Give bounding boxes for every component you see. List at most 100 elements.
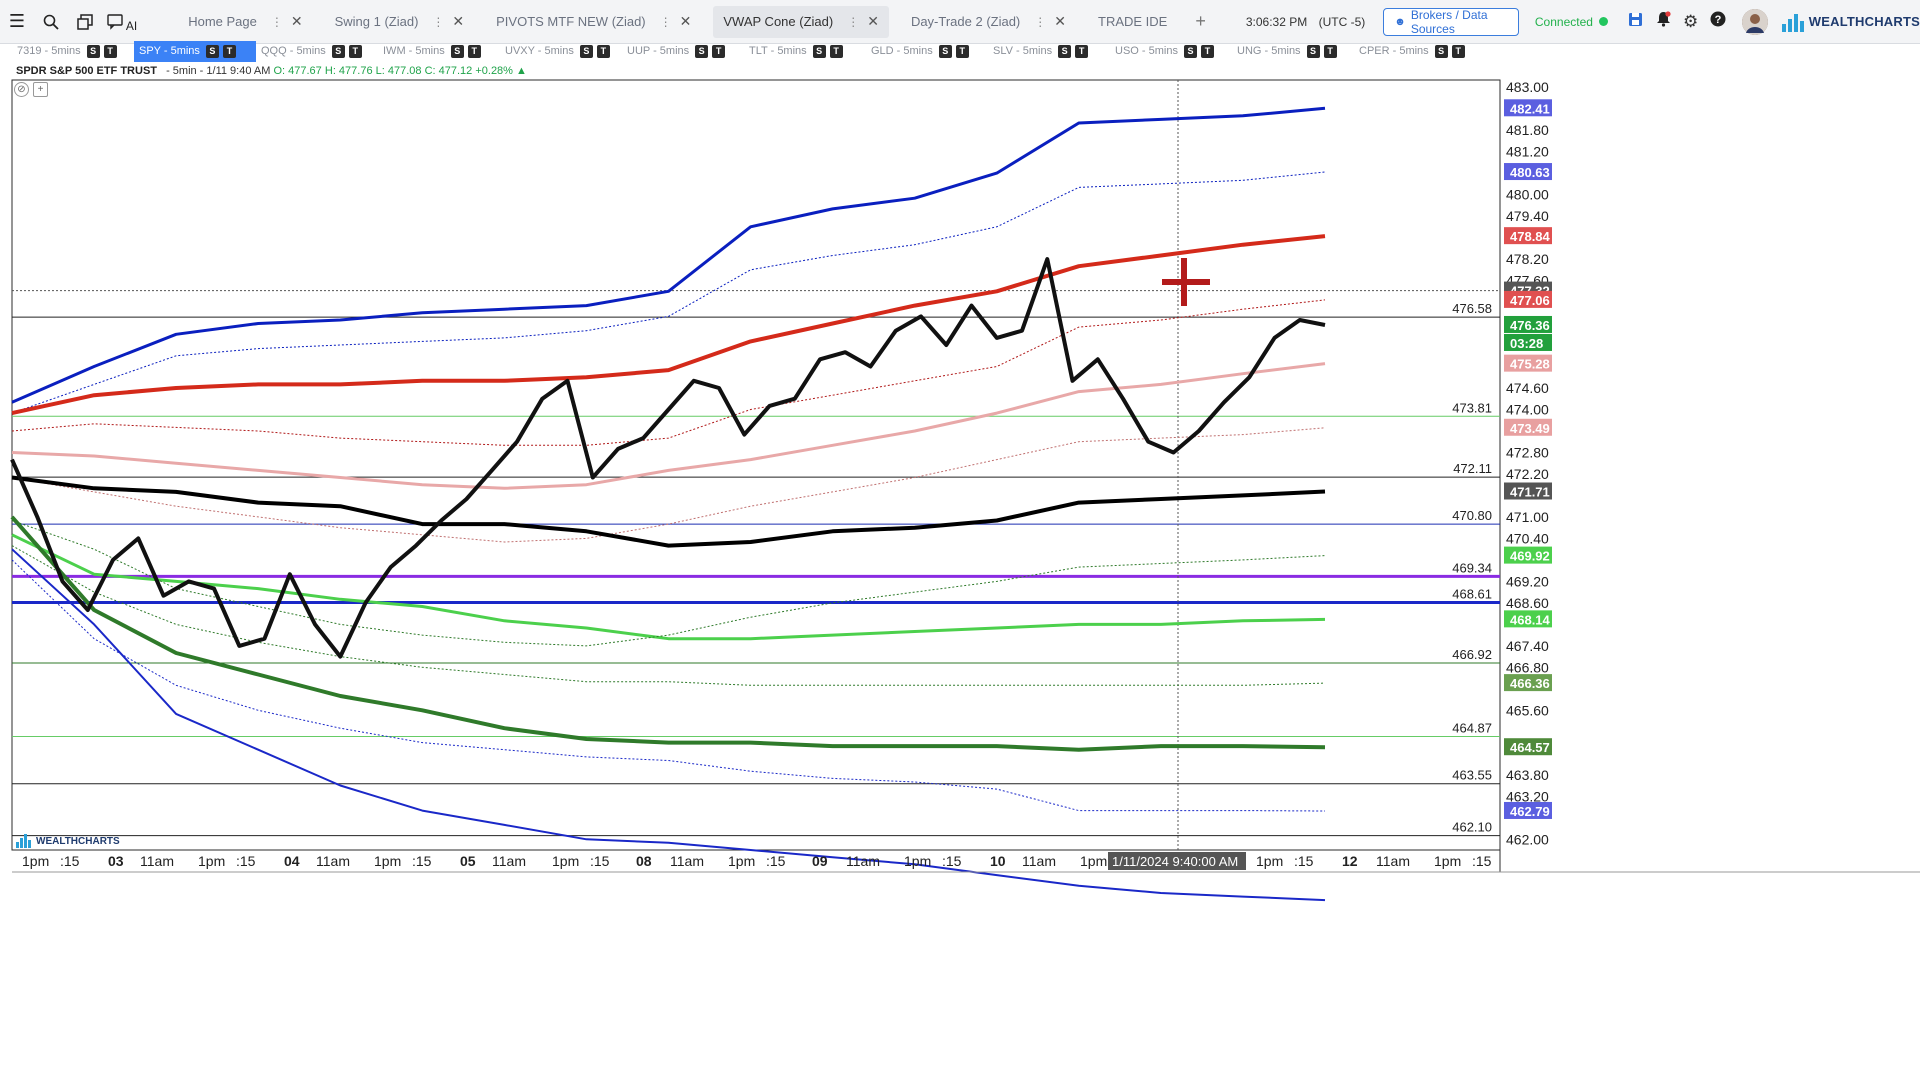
price-tag-badge bbox=[1504, 546, 1552, 564]
ai-assistant-icon[interactable]: AI bbox=[102, 0, 142, 44]
help-icon[interactable]: ? bbox=[1704, 11, 1731, 32]
symbol-s-badge[interactable]: S bbox=[205, 44, 219, 58]
level-label: 469.34 bbox=[1452, 560, 1492, 575]
x-axis-tick-label: 04 bbox=[284, 853, 300, 869]
y-axis-tick-label: 470.40 bbox=[1506, 530, 1549, 546]
symbol-t-badge[interactable]: T bbox=[222, 44, 236, 58]
broker-icon: ☻ bbox=[1394, 15, 1406, 28]
symbol-t-badge[interactable]: T bbox=[467, 44, 481, 58]
workspace-tab[interactable]: Swing 1 (Ziad) ⋮ ✕ bbox=[325, 6, 475, 38]
x-axis-tick-label: :15 bbox=[1294, 853, 1314, 869]
symbol-tab[interactable]: SPY - 5mins S T bbox=[134, 40, 256, 62]
save-icon[interactable] bbox=[1622, 12, 1649, 32]
tab-close-icon[interactable]: ✕ bbox=[452, 13, 465, 29]
price-tag-label: 462.79 bbox=[1510, 804, 1550, 819]
workspace-tab[interactable]: PIVOTS MTF NEW (Ziad) ⋮ ✕ bbox=[486, 6, 701, 38]
price-tag-label: 473.49 bbox=[1510, 421, 1550, 436]
symbol-tab[interactable]: IWM - 5mins S T bbox=[378, 41, 500, 62]
symbol-t-badge[interactable]: T bbox=[829, 44, 843, 58]
workspace-tab-label: Day-Trade 2 (Ziad) bbox=[910, 14, 1021, 29]
notifications-bell-icon[interactable] bbox=[1649, 11, 1676, 32]
workspace-tab[interactable]: Home Page ⋮ ✕ bbox=[178, 6, 312, 38]
tab-more-icon[interactable]: ⋮ bbox=[432, 14, 445, 29]
layouts-icon[interactable] bbox=[68, 0, 102, 44]
symbol-t-badge[interactable]: T bbox=[103, 44, 117, 58]
add-tab-icon[interactable]: + bbox=[1195, 11, 1206, 31]
menu-icon[interactable]: ☰ bbox=[8, 11, 26, 31]
tab-more-icon[interactable]: ⋮ bbox=[847, 14, 860, 29]
price-tag-label: 469.92 bbox=[1510, 549, 1550, 564]
symbol-tab[interactable]: QQQ - 5mins S T bbox=[256, 41, 378, 62]
symbol-s-badge[interactable]: S bbox=[450, 44, 464, 58]
x-axis-tick-label: 1pm bbox=[22, 853, 49, 869]
vwap-band-line bbox=[11, 559, 1326, 812]
symbol-s-badge[interactable]: S bbox=[86, 44, 100, 58]
symbol-tab[interactable]: USO - 5mins S T bbox=[1110, 41, 1232, 62]
y-axis-tick-label: 481.20 bbox=[1506, 144, 1549, 160]
symbol-tab[interactable]: TLT - 5mins S T bbox=[744, 41, 866, 62]
symbol-s-badge[interactable]: S bbox=[1306, 44, 1320, 58]
symbol-tab[interactable]: CPER - 5mins S T bbox=[1354, 41, 1476, 62]
symbol-t-badge[interactable]: T bbox=[712, 44, 726, 58]
tab-more-icon[interactable]: ⋮ bbox=[659, 14, 672, 29]
settings-gear-icon[interactable]: ⚙ bbox=[1682, 11, 1699, 31]
workspace-tab-label: PIVOTS MTF NEW (Ziad) bbox=[496, 14, 646, 29]
symbol-tab[interactable]: UVXY - 5mins S T bbox=[500, 41, 622, 62]
connection-status: Connected bbox=[1535, 15, 1608, 29]
vwap-band-line bbox=[11, 520, 1326, 647]
symbol-tab[interactable]: UUP - 5mins S T bbox=[622, 41, 744, 62]
symbol-tab[interactable]: UNG - 5mins S T bbox=[1232, 41, 1354, 62]
tab-more-icon[interactable]: ⋮ bbox=[270, 14, 283, 29]
x-axis-tick-label: 1pm bbox=[1256, 853, 1283, 869]
price-tag-label: 468.14 bbox=[1510, 612, 1551, 627]
x-axis-tick-label: 1pm bbox=[1080, 853, 1107, 869]
brokers-button[interactable]: ☻ Brokers / Data Sources bbox=[1383, 7, 1519, 36]
price-tag-label: 464.57 bbox=[1510, 740, 1550, 755]
symbol-t-badge[interactable]: T bbox=[1323, 44, 1337, 58]
tab-more-icon[interactable]: ⋮ bbox=[1034, 14, 1047, 29]
symbol-tab[interactable]: SLV - 5mins S T bbox=[988, 41, 1110, 62]
symbol-tab-label: UNG - 5mins bbox=[1237, 45, 1301, 57]
tab-close-icon[interactable]: ✕ bbox=[679, 13, 692, 29]
tab-close-icon[interactable]: ✕ bbox=[867, 13, 879, 29]
plot-frame bbox=[11, 79, 1501, 851]
tab-close-icon[interactable]: ✕ bbox=[1054, 13, 1066, 29]
symbol-t-badge[interactable]: T bbox=[1451, 44, 1465, 58]
symbol-t-badge[interactable]: T bbox=[348, 44, 362, 58]
ohlc-low: L: 477.08 bbox=[375, 65, 422, 77]
user-avatar[interactable] bbox=[1741, 8, 1768, 35]
symbol-s-badge[interactable]: S bbox=[1183, 44, 1197, 58]
symbol-s-badge[interactable]: S bbox=[331, 44, 345, 58]
hide-indicators-icon[interactable]: ⊘ bbox=[14, 82, 29, 97]
symbol-s-badge[interactable]: S bbox=[1058, 44, 1072, 58]
symbol-t-badge[interactable]: T bbox=[955, 44, 969, 58]
symbol-t-badge[interactable]: T bbox=[596, 44, 610, 58]
symbol-t-badge[interactable]: T bbox=[1075, 44, 1089, 58]
symbol-s-badge[interactable]: S bbox=[1434, 44, 1448, 58]
x-axis-tick-label: 1pm bbox=[198, 853, 225, 869]
workspace-tab[interactable]: TRADE IDE bbox=[1088, 6, 1177, 38]
expand-plus-icon[interactable]: + bbox=[33, 82, 48, 97]
symbol-s-badge[interactable]: S bbox=[579, 44, 593, 58]
workspace-tab[interactable]: VWAP Cone (Ziad) ⋮ ✕ bbox=[713, 5, 889, 38]
vwap-band-line bbox=[11, 545, 1326, 686]
tab-close-icon[interactable]: ✕ bbox=[290, 13, 303, 29]
symbol-s-badge[interactable]: S bbox=[812, 44, 826, 58]
watermark-logo-icon bbox=[16, 834, 32, 848]
symbol-s-badge[interactable]: S bbox=[695, 44, 709, 58]
crosshair-time-badge bbox=[1108, 852, 1246, 870]
symbol-tab-label: USO - 5mins bbox=[1115, 45, 1178, 57]
symbol-tab[interactable]: 7319 - 5mins S T bbox=[12, 41, 134, 62]
workspace-tab-label: VWAP Cone (Ziad) bbox=[723, 14, 834, 29]
symbol-t-badge[interactable]: T bbox=[1200, 44, 1214, 58]
symbol-tab[interactable]: GLD - 5mins S T bbox=[866, 41, 988, 62]
symbol-tab-label: UUP - 5mins bbox=[627, 45, 690, 57]
price-tag-badge bbox=[1504, 610, 1552, 628]
y-axis-tick-label: 478.20 bbox=[1506, 251, 1549, 267]
workspace-tab[interactable]: Day-Trade 2 (Ziad) ⋮ ✕ bbox=[901, 6, 1076, 38]
search-icon[interactable] bbox=[34, 0, 68, 44]
level-label: 476.58 bbox=[1452, 301, 1492, 316]
brokers-label: Brokers / Data Sources bbox=[1410, 7, 1488, 36]
symbol-s-badge[interactable]: S bbox=[938, 44, 952, 58]
